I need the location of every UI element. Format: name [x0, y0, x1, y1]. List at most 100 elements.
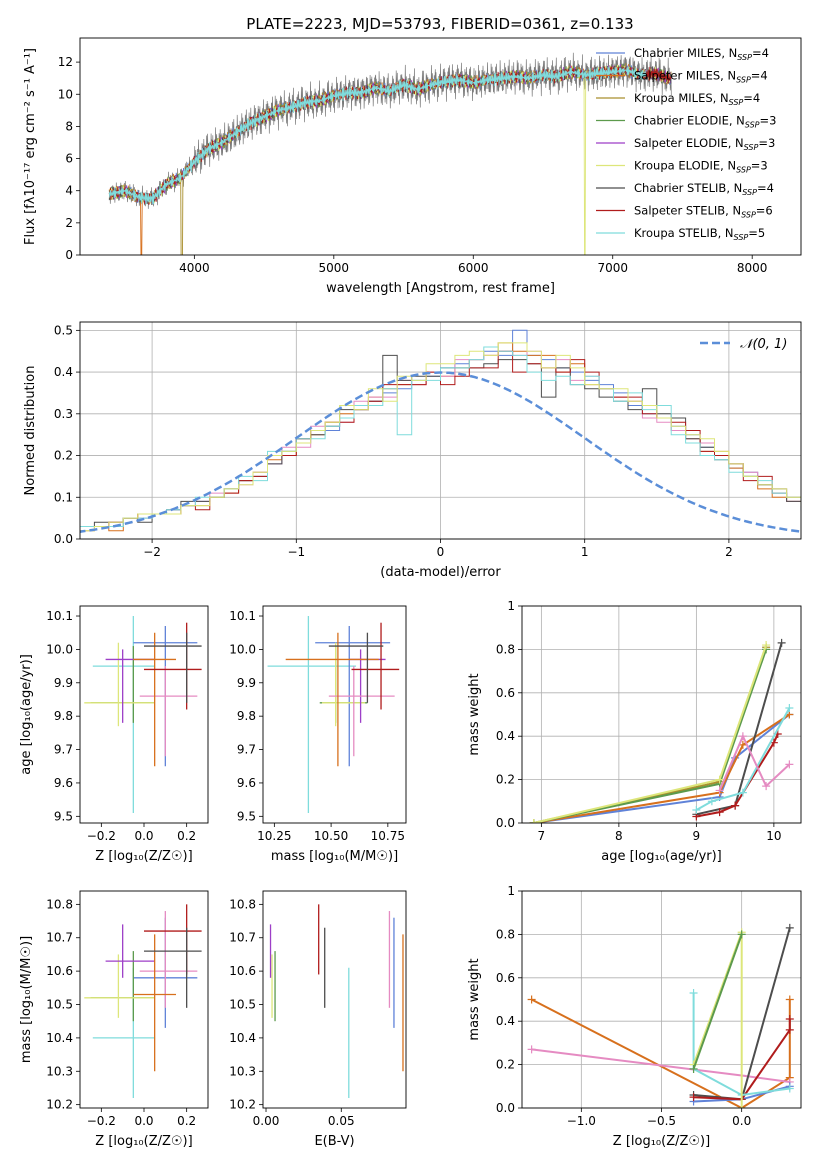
spectrum-panel: 4000 5000 6000 7000 8000 0 2 4 6 8 10 12 wavelength …	[23, 37, 802, 296]
residuals-frame	[79, 321, 802, 540]
residual-histogram	[80, 342, 801, 532]
weight-vs-age-ytick-label: 0.6	[496, 686, 515, 700]
age-vs-z-ytick-label: 9.9	[54, 676, 73, 690]
weight-vs-age-marker	[692, 805, 701, 814]
age-vs-mass-ytick-label: 9.9	[237, 676, 256, 690]
mass-vs-z-ytick-label: 10.6	[46, 964, 73, 978]
mass-vs-z-ytick-label: 10.7	[46, 931, 73, 945]
weight-vs-age-marker	[715, 786, 724, 795]
weight-vs-z-plot-area	[527, 923, 794, 1108]
gaussian-curve	[80, 371, 801, 533]
weight-vs-age-marker	[707, 797, 716, 806]
spectrum-ytick-label: 0	[65, 248, 73, 262]
mass-vs-ebv-plot-area	[269, 904, 404, 1098]
weight-vs-age-panel: 7 8 9 10 0.0 0.2 0.4 0.6 0.8 1 age [log₁₀(age/yr)]…	[467, 599, 802, 864]
spectrum-xtick-label: 8000	[737, 261, 768, 275]
mass-vs-ebv-ytick-label: 10.2	[229, 1098, 256, 1112]
age-vs-mass-plot-area	[267, 616, 400, 813]
residuals-ytick-label: 0.4	[54, 365, 73, 379]
weight-vs-age-ytick-label: 0.8	[496, 642, 515, 656]
mass-vs-ebv-ytick-label: 10.5	[229, 998, 256, 1012]
age-vs-mass-frame	[262, 605, 407, 824]
mass-vs-z-xtick-label: −0.2	[87, 1114, 116, 1128]
age-vs-z-ylabel: age [log₁₀(age/yr)]	[19, 654, 34, 775]
weight-vs-age-marker	[785, 703, 794, 712]
legend-entry: Kroupa STELIB, NSSP=5	[634, 226, 765, 242]
weight-vs-age-frame	[521, 605, 802, 824]
age-vs-z-ytick-label: 9.8	[54, 709, 73, 723]
age-vs-mass-xtick-label: 10.75	[371, 829, 405, 843]
spectrum-ytick-label: 10	[58, 87, 73, 101]
residuals-xtick-label: −2	[143, 545, 161, 559]
age-vs-mass-ytick-label: 9.6	[237, 776, 256, 790]
weight-vs-z-marker	[785, 1084, 794, 1093]
residual-histogram	[80, 354, 801, 527]
mass-vs-z-ytick-label: 10.8	[46, 897, 73, 911]
weight-vs-age-marker	[715, 775, 724, 784]
age-vs-z-frame	[79, 605, 209, 824]
age-vs-z-ytick-label: 9.7	[54, 743, 73, 757]
legend-entry: Salpeter STELIB, NSSP=6	[634, 204, 773, 220]
spectrum-ylabel: Flux [fλ10⁻¹⁷ erg cm⁻² s⁻¹ A⁻¹]	[23, 48, 38, 245]
mass-vs-z-ylabel: mass [log₁₀(M/M☉)]	[19, 936, 34, 1063]
residuals-xtick-label: −1	[287, 545, 305, 559]
mass-vs-z-xtick-label: 0.0	[134, 1114, 153, 1128]
age-vs-z-xtick-label: −0.2	[87, 829, 116, 843]
age-vs-mass-ytick-label: 9.7	[237, 743, 256, 757]
residuals-xtick-label: 0	[437, 545, 445, 559]
weight-vs-z-ylabel: mass weight	[467, 958, 482, 1040]
residuals-ytick-label: 0.1	[54, 490, 73, 504]
spectrum-xtick-label: 5000	[319, 261, 350, 275]
weight-vs-age-series-line	[718, 733, 791, 791]
weight-vs-age-series-line	[695, 707, 791, 811]
weight-vs-age-marker	[529, 819, 538, 823]
age-vs-mass-ytick-label: 9.8	[237, 709, 256, 723]
residuals-ylabel: Normed distribution	[23, 366, 38, 496]
weight-vs-z-ytick-label: 1	[507, 884, 515, 898]
weight-vs-age-series-line	[533, 713, 791, 823]
mass-vs-ebv-ytick-label: 10.8	[229, 897, 256, 911]
weight-vs-age-ytick-label: 1	[507, 599, 515, 613]
weight-vs-age-plot-area	[529, 638, 794, 823]
spectrum-xtick-label: 4000	[179, 261, 210, 275]
weight-vs-age-xlabel: age [log₁₀(age/yr)]	[601, 849, 722, 864]
weight-vs-z-marker	[689, 1093, 698, 1102]
weight-vs-z-marker	[785, 1025, 794, 1034]
weight-vs-age-ytick-label: 0.2	[496, 773, 515, 787]
residuals-ytick-label: 0.3	[54, 407, 73, 421]
weight-vs-age-ytick-label: 0.0	[496, 816, 515, 830]
weight-vs-age-ylabel: mass weight	[467, 673, 482, 755]
residuals-ytick-label: 0.5	[54, 323, 73, 337]
mass-vs-ebv-panel: 0.00 0.05 10.2 10.3 10.4 10.5 10.6 10.7 10.8 E(B-…	[229, 890, 407, 1149]
age-vs-mass-ytick-label: 10.0	[229, 642, 256, 656]
age-vs-z-xtick-label: 0.0	[134, 829, 153, 843]
spectrum-xlabel: wavelength [Angstrom, rest frame]	[326, 281, 555, 296]
weight-vs-z-marker	[689, 988, 698, 997]
age-vs-mass-ytick-label: 9.5	[237, 809, 256, 823]
residuals-xtick-label: 2	[725, 545, 733, 559]
mass-vs-ebv-ytick-label: 10.3	[229, 1064, 256, 1078]
age-vs-z-xlabel: Z [log₁₀(Z/Z☉)]	[95, 849, 192, 864]
weight-vs-age-xtick-label: 7	[538, 829, 546, 843]
mass-vs-z-panel: −0.2 0.0 0.2 10.2 10.3 10.4 10.5 10.6 10.7 10.8 Z …	[19, 890, 209, 1149]
weight-vs-z-ytick-label: 0.6	[496, 971, 515, 985]
legend-entry: Chabrier STELIB, NSSP=4	[634, 181, 774, 197]
weight-vs-z-xtick-label: −0.5	[647, 1114, 676, 1128]
weight-vs-z-ytick-label: 0.4	[496, 1014, 515, 1028]
weight-vs-age-marker	[731, 801, 740, 810]
age-vs-mass-xtick-label: 10.50	[314, 829, 348, 843]
weight-vs-age-marker	[715, 808, 724, 817]
age-vs-z-ytick-label: 9.5	[54, 809, 73, 823]
weight-vs-z-xtick-label: −1.0	[567, 1114, 596, 1128]
spectrum-frame	[79, 37, 802, 256]
spectrum-ytick-label: 4	[65, 184, 73, 198]
age-vs-z-plot-area	[84, 616, 202, 813]
residuals-ytick-label: 0.0	[54, 532, 73, 546]
weight-vs-z-marker	[737, 1104, 746, 1108]
mass-vs-ebv-xlabel: E(B-V)	[314, 1134, 354, 1149]
weight-vs-age-marker	[785, 760, 794, 769]
mass-vs-ebv-ytick-label: 10.6	[229, 964, 256, 978]
legend-entry: Kroupa MILES, NSSP=4	[634, 91, 760, 107]
weight-vs-z-xtick-label: 0.0	[732, 1114, 751, 1128]
spectrum-ytick-label: 8	[65, 119, 73, 133]
